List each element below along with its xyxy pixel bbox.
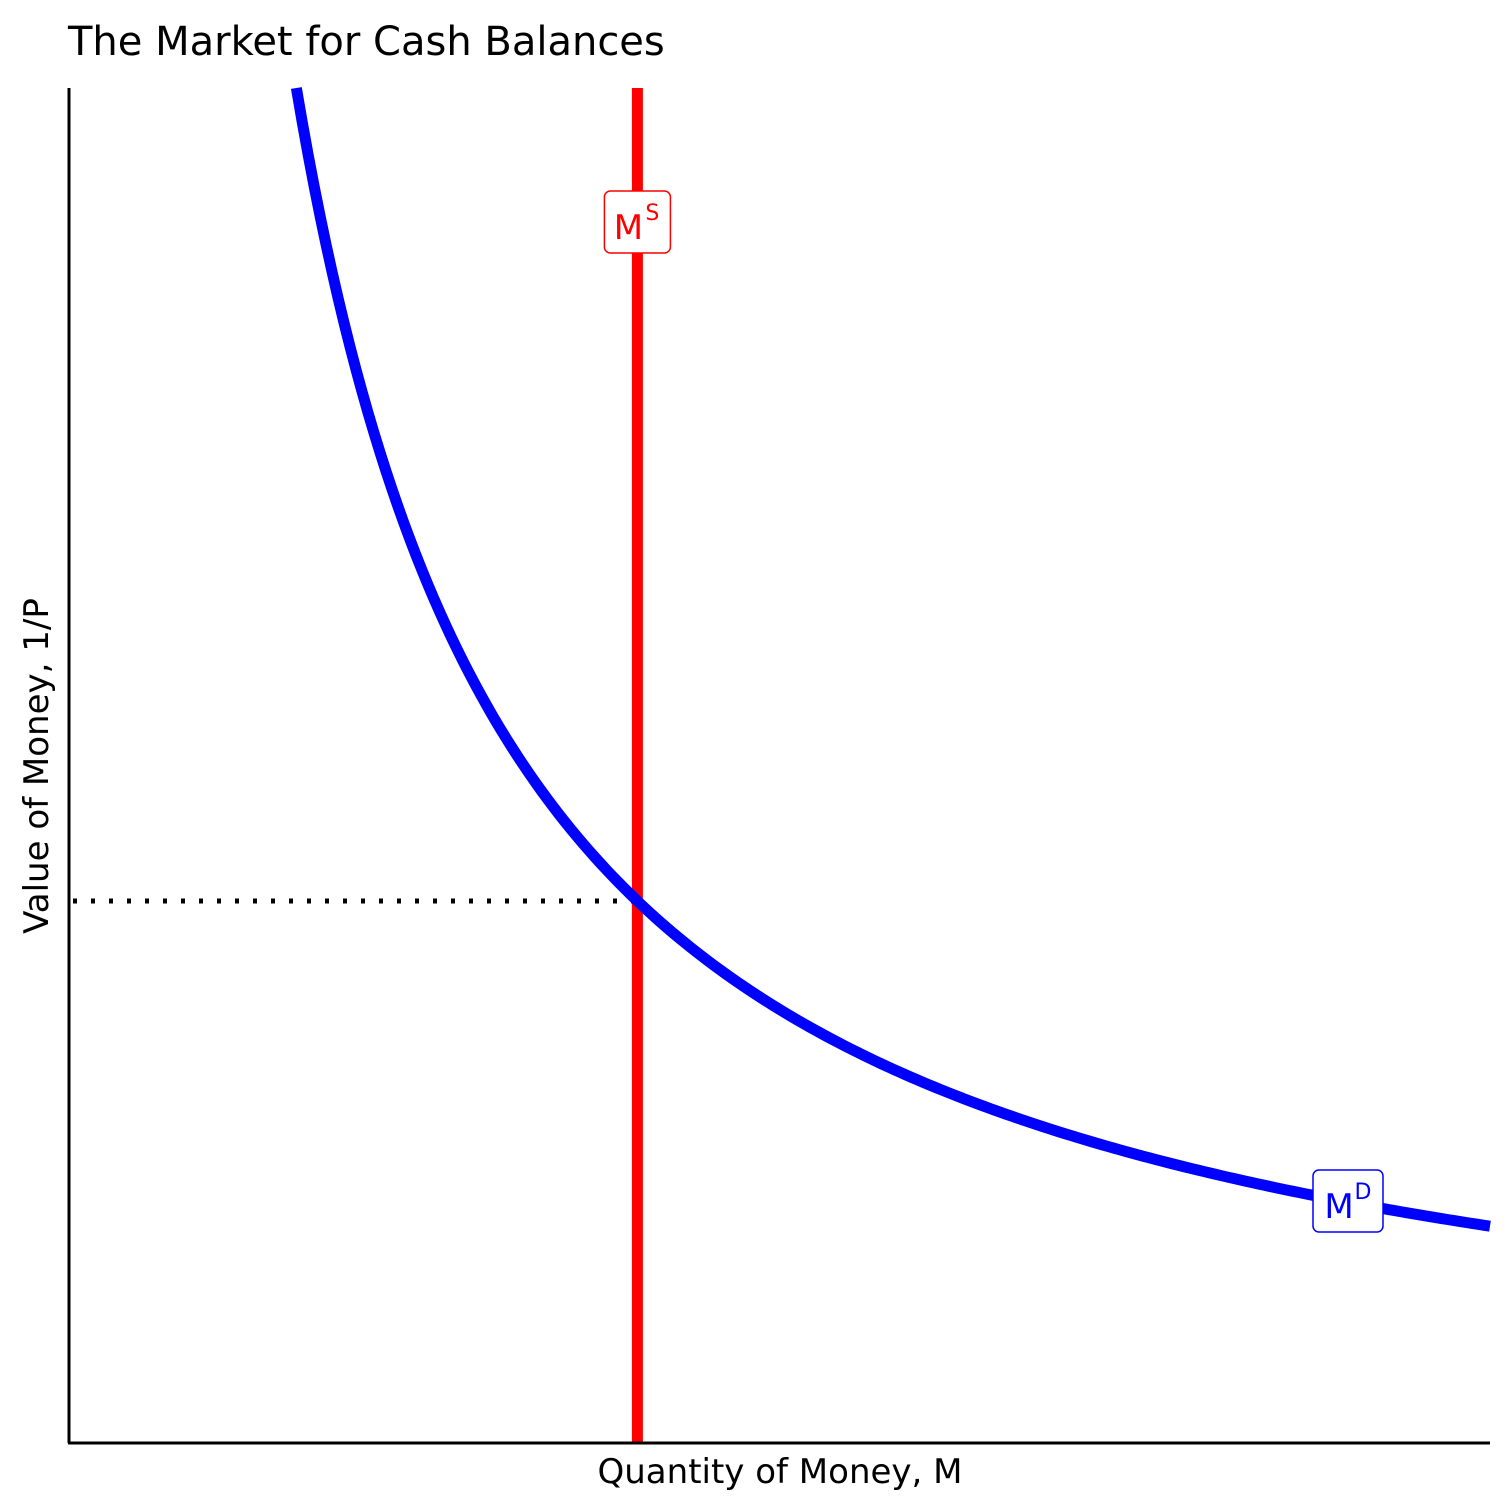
money-supply-label-box [603, 190, 672, 254]
money-supply-label-text: M [614, 208, 643, 248]
x-axis-label: Quantity of Money, M [598, 1452, 963, 1492]
y-axis-label: Value of Money, 1/P [17, 598, 57, 934]
chart-title: The Market for Cash Balances [67, 19, 665, 65]
money-demand-curve [290, 87, 1491, 1232]
money-demand-label-text: M [1324, 1187, 1353, 1227]
plot-area: M SM D [73, 87, 1491, 1443]
money-demand-label-box [1312, 1169, 1384, 1233]
money-demand-label-superscript: D [1355, 1180, 1372, 1205]
money-supply-label-superscript: S [645, 201, 659, 226]
